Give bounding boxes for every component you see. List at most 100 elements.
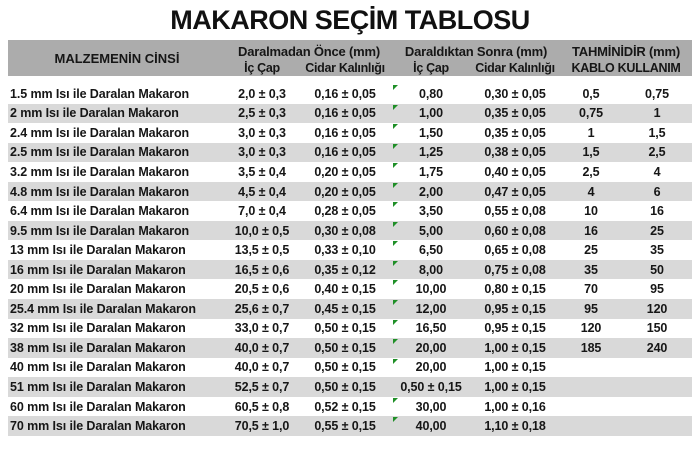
cell-cable-min: 70: [584, 282, 598, 297]
cell-material-name: 32 mm Isı ile Daralan Makaron: [10, 321, 186, 336]
table-row: 38 mm Isı ile Daralan Makaron 40,0 ± 0,7…: [8, 338, 692, 358]
cell-inner-diameter-after: 0,50 ± 0,15: [392, 377, 470, 397]
table-row: 3.2 mm Isı ile Daralan Makaron 3,5 ± 0,4…: [8, 162, 692, 182]
cell-cable-max: 25: [650, 223, 664, 238]
cell-material-name: 6.4 mm Isı ile Daralan Makaron: [10, 204, 190, 219]
cell-material-name: 38 mm Isı ile Daralan Makaron: [10, 340, 186, 355]
cell-cable-max: 50: [650, 262, 664, 277]
cell-inner-diameter-before: 52,5 ± 0,7: [234, 379, 290, 394]
cell-inner-diameter-after: 1,50: [392, 123, 470, 143]
cell-wall-thickness-before: 0,20 ± 0,05: [314, 184, 376, 199]
cell-wall-thickness-before: 0,35 ± 0,12: [314, 262, 376, 277]
cell-wall-thickness-before: 0,40 ± 0,15: [314, 282, 376, 297]
cell-inner-diameter-after-value: 8,00: [419, 262, 443, 277]
cell-inner-diameter-after: 6,50: [392, 240, 470, 260]
cell-inner-diameter-after-value: 12,00: [415, 301, 447, 316]
cell-inner-diameter-after-value: 1,25: [419, 145, 443, 160]
cell-cable-min: 10: [584, 204, 598, 219]
cell-inner-diameter-after-value: 1,00: [419, 106, 443, 121]
cell-wall-thickness-after: 1,10 ± 0,18: [484, 419, 546, 434]
cell-wall-thickness-after: 0,55 ± 0,08: [484, 204, 546, 219]
cell-wall-thickness-before: 0,50 ± 0,15: [314, 360, 376, 375]
cell-wall-thickness-before: 0,45 ± 0,15: [314, 301, 376, 316]
table-row: 40 mm Isı ile Daralan Makaron 40,0 ± 0,7…: [8, 358, 692, 378]
table-row: 1.5 mm Isı ile Daralan Makaron 2,0 ± 0,3…: [8, 84, 692, 104]
cell-inner-diameter-after: 3,50: [392, 201, 470, 221]
excel-error-flag-icon: [393, 358, 398, 364]
cell-wall-thickness-after: 0,47 ± 0,05: [484, 184, 546, 199]
cell-inner-diameter-before: 40,0 ± 0,7: [234, 340, 290, 355]
cell-wall-thickness-after: 0,30 ± 0,05: [484, 86, 546, 101]
cell-inner-diameter-before: 40,0 ± 0,7: [234, 360, 290, 375]
table-row: 25.4 mm Isı ile Daralan Makaron 25,6 ± 0…: [8, 299, 692, 319]
table-row: 4.8 mm Isı ile Daralan Makaron 4,5 ± 0,4…: [8, 181, 692, 202]
cell-wall-thickness-before: 0,52 ± 0,15: [314, 399, 376, 414]
table-row: 16 mm Isı ile Daralan Makaron 16,5 ± 0,6…: [8, 259, 692, 280]
cell-cable-min: 35: [584, 262, 598, 277]
cell-inner-diameter-after-value: 20,00: [415, 360, 447, 375]
cell-inner-diameter-after: 20,00: [392, 358, 470, 378]
header-group-before-shrink: Daralmadan Önce (mm) İç Çap Cidar Kalınl…: [226, 40, 392, 76]
cell-wall-thickness-after: 0,35 ± 0,05: [484, 125, 546, 140]
cell-cable-max: 0,75: [645, 86, 669, 101]
makaron-selection-table: MALZEMENİN CİNSİ Daralmadan Önce (mm) İç…: [8, 40, 692, 436]
cell-inner-diameter-after: 40,00: [392, 416, 470, 436]
cell-wall-thickness-before: 0,28 ± 0,05: [314, 204, 376, 219]
excel-error-flag-icon: [393, 241, 398, 247]
cell-inner-diameter-after: 1,75: [392, 162, 470, 182]
cell-cable-min: 16: [584, 223, 598, 238]
cell-cable-max: 35: [650, 243, 664, 258]
cell-cable-max: [622, 358, 692, 378]
cell-inner-diameter-after: 1,00: [392, 104, 470, 124]
cell-wall-thickness-before: 0,16 ± 0,05: [314, 106, 376, 121]
cell-material-name: 9.5 mm Isı ile Daralan Makaron: [10, 223, 190, 238]
cell-inner-diameter-after-value: 10,00: [415, 282, 447, 297]
cell-material-name: 40 mm Isı ile Daralan Makaron: [10, 360, 186, 375]
cell-inner-diameter-before: 60,5 ± 0,8: [234, 399, 290, 414]
cell-material-name: 1.5 mm Isı ile Daralan Makaron: [10, 86, 190, 101]
header-inner-diameter-before: İç Çap: [244, 60, 280, 75]
cell-wall-thickness-after: 1,00 ± 0,15: [484, 340, 546, 355]
table-row: 6.4 mm Isı ile Daralan Makaron 7,0 ± 0,4…: [8, 201, 692, 221]
cell-material-name: 20 mm Isı ile Daralan Makaron: [10, 282, 186, 297]
cell-cable-max: 16: [650, 204, 664, 219]
header-group-after-shrink: Daraldıktan Sonra (mm) İç Çap Cidar Kalı…: [392, 40, 560, 76]
cell-material-name: 25.4 mm Isı ile Daralan Makaron: [10, 301, 196, 316]
excel-error-flag-icon: [393, 163, 398, 169]
cell-material-name: 60 mm Isı ile Daralan Makaron: [10, 399, 186, 414]
cell-cable-min: 1,5: [582, 145, 600, 160]
cell-material-name: 51 mm Isı ile Daralan Makaron: [10, 379, 186, 394]
cell-inner-diameter-after-value: 2,00: [419, 184, 443, 199]
excel-error-flag-icon: [393, 417, 398, 423]
header-group-after-label: Daraldıktan Sonra (mm): [404, 44, 548, 59]
cell-cable-max: 1,5: [648, 125, 666, 140]
cell-wall-thickness-after: 0,40 ± 0,05: [484, 164, 546, 179]
header-wall-thickness-after: Cidar Kalınlığı: [475, 60, 555, 75]
cell-wall-thickness-after: 1,00 ± 0,16: [484, 399, 546, 414]
cell-inner-diameter-after: 1,25: [392, 143, 470, 163]
header-group-estimate: TAHMİNİDİR (mm) KABLO KULLANIM: [560, 40, 692, 76]
cell-inner-diameter-after-value: 0,50 ± 0,15: [400, 379, 462, 394]
cell-cable-max: 120: [646, 301, 668, 316]
cell-inner-diameter-after: 12,00: [392, 299, 470, 319]
cell-inner-diameter-after: 30,00: [392, 397, 470, 417]
cell-cable-max: 150: [646, 321, 668, 336]
cell-inner-diameter-before: 3,0 ± 0,3: [238, 145, 286, 160]
cell-inner-diameter-after-value: 5,00: [419, 223, 443, 238]
cell-cable-max: [622, 416, 692, 436]
table-body: 1.5 mm Isı ile Daralan Makaron 2,0 ± 0,3…: [8, 84, 692, 436]
cell-material-name: 70 mm Isı ile Daralan Makaron: [10, 419, 186, 434]
excel-error-flag-icon: [393, 221, 398, 227]
cell-cable-min: 1: [587, 125, 595, 140]
cell-material-name: 2.5 mm Isı ile Daralan Makaron: [10, 145, 190, 160]
cell-inner-diameter-after-value: 16,50: [415, 321, 447, 336]
excel-error-flag-icon: [393, 124, 398, 130]
cell-wall-thickness-before: 0,16 ± 0,05: [314, 125, 376, 140]
excel-error-flag-icon: [393, 143, 398, 149]
cell-cable-min: 2,5: [582, 164, 600, 179]
cell-wall-thickness-before: 0,30 ± 0,08: [314, 223, 376, 238]
excel-error-flag-icon: [393, 339, 398, 345]
cell-cable-max: 240: [646, 340, 668, 355]
table-row: 60 mm Isı ile Daralan Makaron 60,5 ± 0,8…: [8, 397, 692, 417]
